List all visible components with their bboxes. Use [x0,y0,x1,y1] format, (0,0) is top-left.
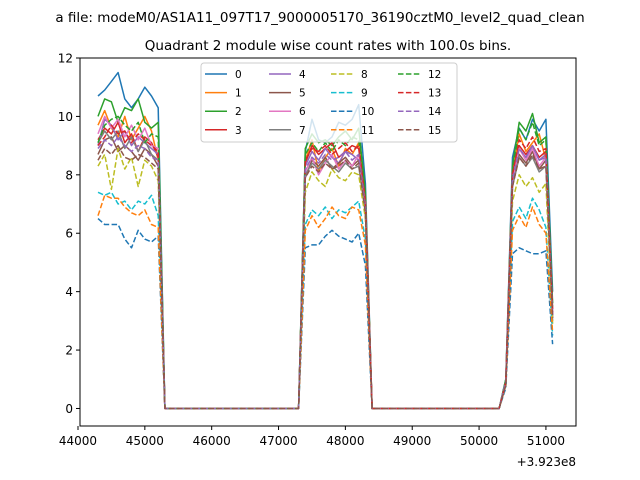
legend-label-13: 13 [428,88,441,100]
legend-label-8: 8 [361,69,368,81]
y-tick-label: 8 [65,168,73,182]
x-tick-label: 50000 [460,434,498,448]
x-tick-label: 45000 [126,434,164,448]
legend-label-12: 12 [428,69,441,81]
legend-box [200,62,458,143]
x-tick-label: 47000 [259,434,297,448]
legend-label-5: 5 [299,88,306,100]
series-line-14 [97,136,554,410]
y-tick-label: 10 [58,110,73,124]
x-tick-label: 44000 [59,434,97,448]
y-tick-label: 2 [65,344,73,358]
y-tick-label: 12 [58,52,73,66]
figure-suptitle: a file: modeM0/AS1A11_097T17_9000005170_… [55,10,584,26]
legend-label-9: 9 [361,88,368,100]
x-tick-label: 51000 [527,434,565,448]
y-tick-label: 4 [65,285,73,299]
x-tick-label: 48000 [326,434,364,448]
legend-label-7: 7 [299,125,306,137]
series-line-8 [97,147,554,410]
legend-label-10: 10 [361,106,374,118]
legend-label-2: 2 [235,106,242,118]
legend-label-6: 6 [299,106,306,118]
legend-label-0: 0 [235,69,242,81]
series-line-15 [97,144,554,410]
chart-title: Quadrant 2 module wise count rates with … [145,38,511,54]
x-tick-label: 46000 [193,434,231,448]
legend-label-3: 3 [235,125,242,137]
x-axis-offset-label: +3.923e8 [517,455,576,469]
series-line-2 [97,98,554,410]
y-tick-label: 0 [65,402,73,416]
series-layer [97,71,554,410]
legend-label-1: 1 [235,88,242,100]
legend-label-15: 15 [428,125,441,137]
x-axis: 44000 45000 46000 47000 48000 49000 50000 51000 [59,426,565,448]
series-line-9 [97,191,554,410]
y-axis: 0 2 4 6 8 10 12 [58,52,80,416]
series-line-13 [97,124,554,410]
legend-label-14: 14 [428,106,442,118]
plot-area: 44000 45000 46000 47000 48000 49000 50000 51000… [58,52,577,469]
legend-label-11: 11 [361,125,374,137]
legend-label-4: 4 [299,69,306,81]
axes-frame [79,57,577,427]
x-tick-label: 49000 [393,434,431,448]
y-tick-label: 6 [65,227,73,241]
series-line-11 [97,194,554,410]
series-line-10 [97,218,554,410]
